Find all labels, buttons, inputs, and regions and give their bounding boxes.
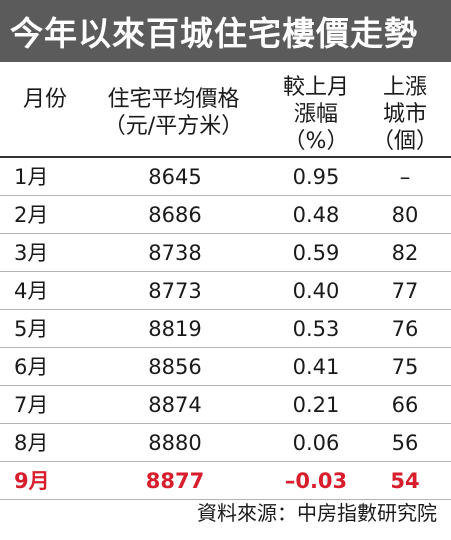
cell-cities: 76	[391, 317, 419, 341]
header-month: 月份	[0, 86, 90, 113]
cell-month: 8月	[14, 431, 49, 455]
cell-cities: 75	[391, 355, 419, 379]
cell-change: 0.40	[292, 279, 340, 303]
cell-month: 2月	[14, 203, 49, 227]
cell-cities: 80	[391, 203, 419, 227]
header-cities-line1: 上漲	[382, 75, 427, 100]
table-row: 4月 8773 0.40 77	[0, 272, 451, 310]
cell-price: 8773	[148, 279, 202, 303]
header-price-line2: （元/平方米）	[103, 114, 244, 139]
header-change-line2: 漲幅	[293, 102, 338, 127]
cell-month: 4月	[14, 279, 49, 303]
cell-change: 0.95	[292, 165, 340, 189]
cell-month: 5月	[14, 317, 49, 341]
cell-change: 0.41	[292, 355, 340, 379]
table-header: 月份 住宅平均價格 （元/平方米） 較上月 漲幅 （%） 上漲 城市 （個）	[0, 62, 451, 158]
header-change-line3: （%）	[283, 129, 349, 154]
cell-price: 8819	[148, 317, 202, 341]
header-cities: 上漲 城市 （個）	[362, 74, 448, 155]
cell-cities: 66	[391, 393, 419, 417]
table-row: 7月 8874 0.21 66	[0, 386, 451, 424]
cell-change: 0.48	[292, 203, 340, 227]
cell-cities: 54	[390, 469, 420, 493]
cell-cities: –	[399, 165, 411, 189]
cell-price: 8645	[148, 165, 202, 189]
header-change: 較上月 漲幅 （%）	[262, 74, 370, 155]
cell-price: 8877	[145, 469, 205, 493]
table-body: 1月 8645 0.95 – 2月 8686 0.48 80 3月 8738 0…	[0, 158, 451, 500]
table-row: 6月 8856 0.41 75	[0, 348, 451, 386]
cell-change: 0.06	[292, 431, 340, 455]
cell-cities: 77	[391, 279, 419, 303]
cell-month: 7月	[14, 393, 49, 417]
header-cities-line2: 城市	[382, 102, 427, 127]
cell-month: 6月	[14, 355, 49, 379]
table-row-highlighted: 9月 8877 –0.03 54	[0, 462, 451, 500]
header-cities-line3: （個）	[371, 129, 438, 154]
source-note: 資料來源：中房指數研究院	[197, 501, 437, 525]
cell-month: 1月	[14, 165, 49, 189]
cell-change: 0.21	[292, 393, 340, 417]
table-row: 8月 8880 0.06 56	[0, 424, 451, 462]
cell-price: 8856	[148, 355, 202, 379]
header-change-line1: 較上月	[282, 75, 349, 100]
cell-cities: 82	[391, 241, 419, 265]
cell-price: 8738	[148, 241, 202, 265]
table-title: 今年以來百城住宅樓價走勢	[0, 0, 451, 62]
cell-price: 8686	[148, 203, 202, 227]
cell-change: –0.03	[284, 469, 348, 493]
table-row: 3月 8738 0.59 82	[0, 234, 451, 272]
cell-price: 8874	[148, 393, 202, 417]
cell-month: 3月	[14, 241, 49, 265]
header-price-line1: 住宅平均價格	[107, 87, 240, 112]
cell-price: 8880	[148, 431, 202, 455]
header-month-label: 月份	[22, 87, 67, 112]
header-price: 住宅平均價格 （元/平方米）	[86, 86, 261, 140]
table-row: 5月 8819 0.53 76	[0, 310, 451, 348]
cell-change: 0.59	[292, 241, 340, 265]
table-row: 1月 8645 0.95 –	[0, 158, 451, 196]
table-row: 2月 8686 0.48 80	[0, 196, 451, 234]
cell-change: 0.53	[292, 317, 340, 341]
cell-cities: 56	[391, 431, 419, 455]
cell-month: 9月	[14, 469, 50, 493]
